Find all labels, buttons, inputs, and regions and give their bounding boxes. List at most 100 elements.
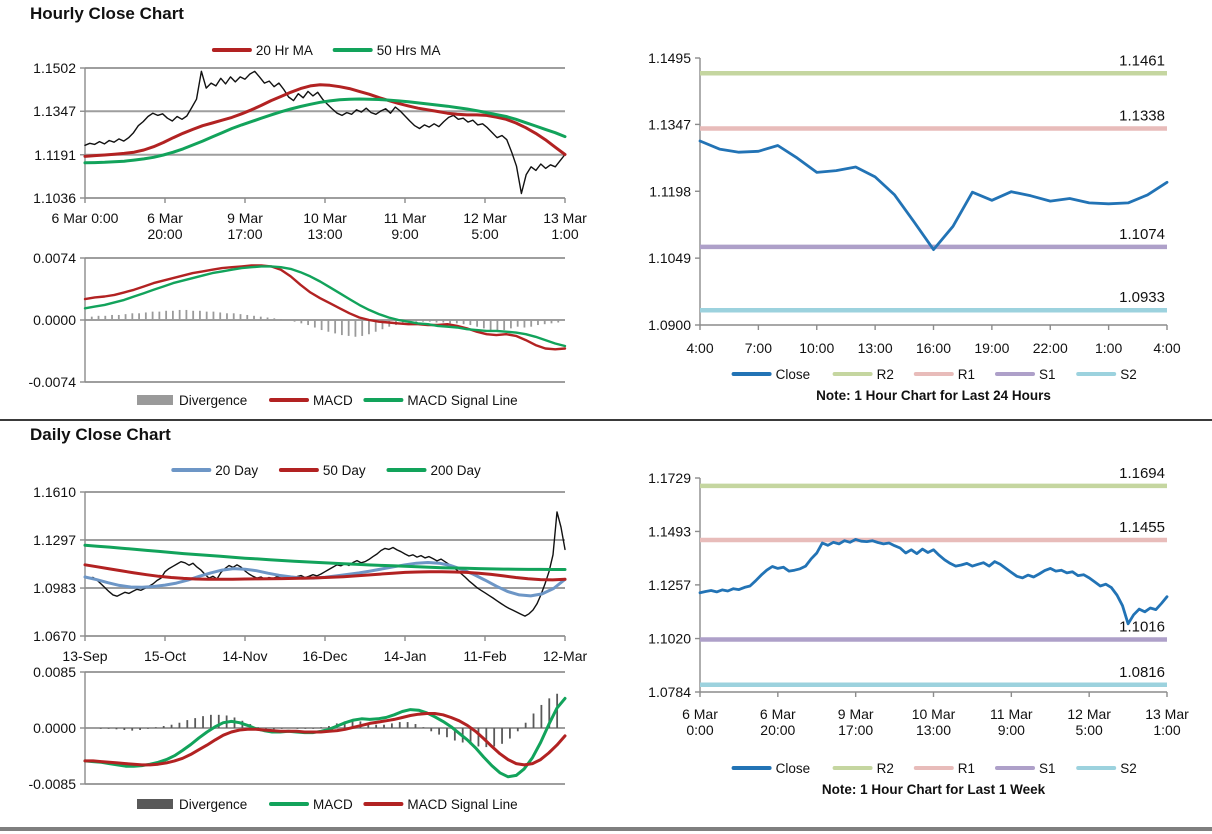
legend-label: 200 Day [431, 463, 482, 478]
legend-label: Divergence [179, 393, 247, 408]
legend-label: S1 [1039, 761, 1056, 776]
x-tick-label: 6 Mar [147, 210, 183, 226]
series-close [698, 139, 1169, 252]
series-macd-signal-line [83, 712, 567, 767]
level-value-label-s2: 1.0933 [1119, 289, 1165, 306]
legend-item-macd-signal-line: MACD Signal Line [363, 393, 518, 408]
legend-item-s2: S2 [1076, 761, 1137, 776]
y-tick-label: 1.1020 [648, 631, 691, 647]
x-tick-label: 10 Mar [303, 210, 347, 226]
x-tick-label: 20:00 [760, 722, 795, 738]
y-tick-label: 1.1493 [648, 523, 691, 539]
section-divider [0, 419, 1212, 421]
hourly-macd-chart: 0.0074 0.0000 -0.0074 Divergence MACD MACD Si… [0, 240, 600, 418]
x-tick-label: 10 Mar [912, 706, 956, 722]
y-tick-label: 0.0000 [33, 312, 76, 328]
legend-label: S2 [1120, 761, 1137, 776]
y-tick-label: 1.0983 [33, 580, 76, 596]
y-tick-label: 1.0900 [648, 317, 691, 333]
y-tick-label: 0.0074 [33, 250, 76, 266]
legend-item-divergence: Divergence [137, 797, 247, 812]
x-tick-label: 11 Mar [384, 210, 427, 226]
x-tick-label: 19:00 [974, 340, 1009, 356]
level-value-label-s2: 1.0816 [1119, 664, 1165, 681]
legend-label: MACD [313, 797, 353, 812]
x-tick-label: 1:00 [1095, 340, 1122, 356]
legend-item-r2: R2 [832, 761, 894, 776]
x-tick-label: 1:00 [1153, 722, 1180, 738]
x-tick-label: 17:00 [227, 226, 262, 242]
y-tick-label: 0.0085 [33, 664, 76, 680]
y-tick-label: 1.1191 [34, 147, 76, 163]
hourly-sr-svg: 1.1495 1.1347 1.1198 1.1049 1.0900 4:00 7:00 10… [648, 50, 1181, 403]
legend-item-close: Close [731, 367, 810, 382]
legend-label: S2 [1120, 367, 1137, 382]
x-tick-label: 13:00 [307, 226, 342, 242]
y-tick-label: 1.1257 [648, 577, 691, 593]
x-tick-label: 6 Mar [682, 706, 718, 722]
level-value-label-r1: 1.1455 [1119, 519, 1165, 536]
series-close [698, 538, 1169, 626]
x-tick-label: 4:00 [1153, 340, 1180, 356]
y-tick-label: 1.1502 [33, 60, 76, 76]
series-close [84, 70, 566, 195]
y-tick-label: -0.0074 [29, 374, 77, 390]
chart-note: Note: 1 Hour Chart for Last 24 Hours [816, 388, 1051, 403]
legend-label: 20 Day [215, 463, 258, 478]
series-20-hr-ma [83, 83, 567, 158]
x-tick-label: 13-Sep [62, 648, 107, 664]
hourly-support-resistance-chart: 1.1495 1.1347 1.1198 1.1049 1.0900 4:00 7:00 10… [628, 38, 1212, 414]
legend-item-50-hrs-ma: 50 Hrs MA [332, 43, 440, 58]
y-tick-label: 1.0670 [33, 628, 76, 644]
series-macd-signal-line [83, 265, 567, 348]
legend-swatch [137, 799, 173, 809]
daily-macd-chart: 0.0085 0.0000 -0.0085 Divergence MACD MACD Si… [0, 664, 600, 824]
legend-label: R2 [877, 761, 894, 776]
x-tick-label: 13:00 [858, 340, 893, 356]
y-tick-label: -0.0085 [29, 776, 77, 792]
y-tick-label: 0.0000 [33, 720, 76, 736]
x-tick-label: 9:00 [998, 722, 1025, 738]
x-tick-label: 22:00 [1033, 340, 1068, 356]
legend-item-50-day: 50 Day [278, 463, 366, 478]
level-value-label-r1: 1.1338 [1119, 107, 1165, 124]
legend-item-close: Close [731, 761, 811, 776]
legend-item-s2: S2 [1076, 367, 1137, 382]
legend-item-macd-signal-line: MACD Signal Line [363, 797, 518, 812]
series-200-day [83, 543, 567, 571]
x-tick-label: 17:00 [838, 722, 873, 738]
daily-macd-svg: 0.0085 0.0000 -0.0085 Divergence MACD MACD Si… [29, 664, 567, 812]
series-50-hrs-ma [83, 97, 567, 165]
hourly-macd-svg: 0.0074 0.0000 -0.0074 Divergence MACD MACD Si… [29, 250, 567, 408]
legend-label: S1 [1039, 367, 1056, 382]
x-tick-label: 9 Mar [838, 706, 874, 722]
legend-label: Close [776, 761, 811, 776]
series-50-day [83, 563, 567, 582]
x-tick-label: 5:00 [471, 226, 498, 242]
daily-price-svg: 1.1610 1.1297 1.0983 1.0670 13-Sep 15-Oct 14-N… [33, 463, 588, 664]
series-close [84, 511, 566, 617]
x-tick-label: 12-Mar [543, 648, 588, 664]
legend-item-macd: MACD [269, 797, 353, 812]
x-tick-label: 14-Nov [222, 648, 267, 664]
hourly-section-title: Hourly Close Chart [30, 4, 184, 23]
level-value-label-r2: 1.1694 [1119, 465, 1165, 482]
legend-item-r1: R1 [913, 761, 975, 776]
legend-label: R1 [958, 761, 975, 776]
x-tick-label: 9:00 [391, 226, 418, 242]
x-tick-label: 6 Mar 0:00 [52, 210, 119, 226]
y-tick-label: 1.1198 [649, 183, 691, 199]
legend-label: 50 Day [323, 463, 366, 478]
legend-item-divergence: Divergence [137, 393, 247, 408]
legend-item-20-hr-ma: 20 Hr MA [211, 43, 313, 58]
x-tick-label: 20:00 [147, 226, 182, 242]
x-tick-label: 11-Feb [463, 648, 507, 664]
legend-label: MACD Signal Line [407, 797, 517, 812]
legend-label: R2 [877, 367, 894, 382]
legend-label: 20 Hr MA [256, 43, 313, 58]
daily-close-chart: 1.1610 1.1297 1.0983 1.0670 13-Sep 15-Oct 14-N… [0, 458, 600, 664]
y-tick-label: 1.1297 [33, 532, 76, 548]
y-tick-label: 1.1495 [648, 50, 691, 66]
x-tick-label: 7:00 [745, 340, 772, 356]
